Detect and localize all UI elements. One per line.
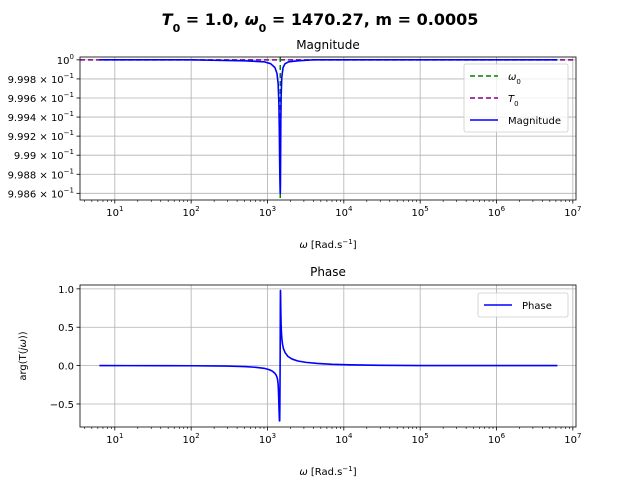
legend: Phase [477,292,569,318]
x-tick-label: 107 [564,205,581,219]
magnitude-panel: 101 102 103 104 105 106 107 100 9.998 × 10−1 9.99… [8,38,582,251]
x-axis-label: ω [Rad.s−1] [299,238,356,251]
phase-panel: 101 102 103 104 105 106 107 1.0 0.5 0.0 −0.5 Phase ω… [18,265,581,478]
figure-title: T0 = 1.0, ω0 = 1470.27, m = 0.0005 [162,10,479,35]
legend-box [463,63,569,133]
y-tick-label: 9.986 × 10−1 [8,186,74,200]
panel-title: Magnitude [296,38,360,52]
y-tick-label: 9.988 × 10−1 [8,167,74,181]
y-tick-label: 9.996 × 10−1 [8,91,74,105]
x-tick-label: 106 [488,432,506,446]
panel-title: Phase [310,265,346,279]
y-tick-label: 1.0 [58,285,74,296]
grid [80,285,576,427]
y-tick-label: 100 [57,53,74,67]
axes-frame [79,284,577,428]
series-line-phase [99,289,558,422]
plot-area [80,57,576,200]
y-tick-label: −0.5 [50,400,74,411]
x-tick-label: 104 [335,432,353,446]
y-axis-label: arg(T(jω)) [18,331,29,380]
x-tick-label: 106 [488,205,506,219]
axes-frame [79,56,577,201]
y-tick-label: 0.5 [58,323,74,334]
x-tick-label: 103 [259,432,276,446]
x-tick-label: 107 [564,432,581,446]
x-tick-label: 101 [106,205,123,219]
x-tick-label: 105 [412,432,429,446]
y-tick-label: 9.992 × 10−1 [8,129,74,143]
x-tick-label: 102 [183,432,200,446]
x-tick-label: 104 [335,205,353,219]
y-tick-label: 0.0 [58,362,74,373]
y-tick-label: 9.994 × 10−1 [8,110,74,124]
legend-label-ω0: ω0 [508,72,521,86]
plot-area [99,289,558,422]
x-tick-label: 101 [106,432,123,446]
x-tick-label: 103 [259,205,276,219]
legend-box [477,292,569,318]
x-tick-label: 105 [412,205,429,219]
legend-label-t0: T0 [508,94,519,108]
x-tick-label: 102 [183,205,200,219]
y-tick-label: 9.99 × 10−1 [14,148,74,162]
legend-label-magnitude: Magnitude [508,116,561,127]
legend-label-phase: Phase [522,301,552,312]
x-axis-label: ω [Rad.s−1] [299,465,356,478]
series-line-magnitude [99,59,558,195]
y-tick-label: 9.998 × 10−1 [8,72,74,86]
legend: ω0 T0 Magnitude [463,63,569,133]
